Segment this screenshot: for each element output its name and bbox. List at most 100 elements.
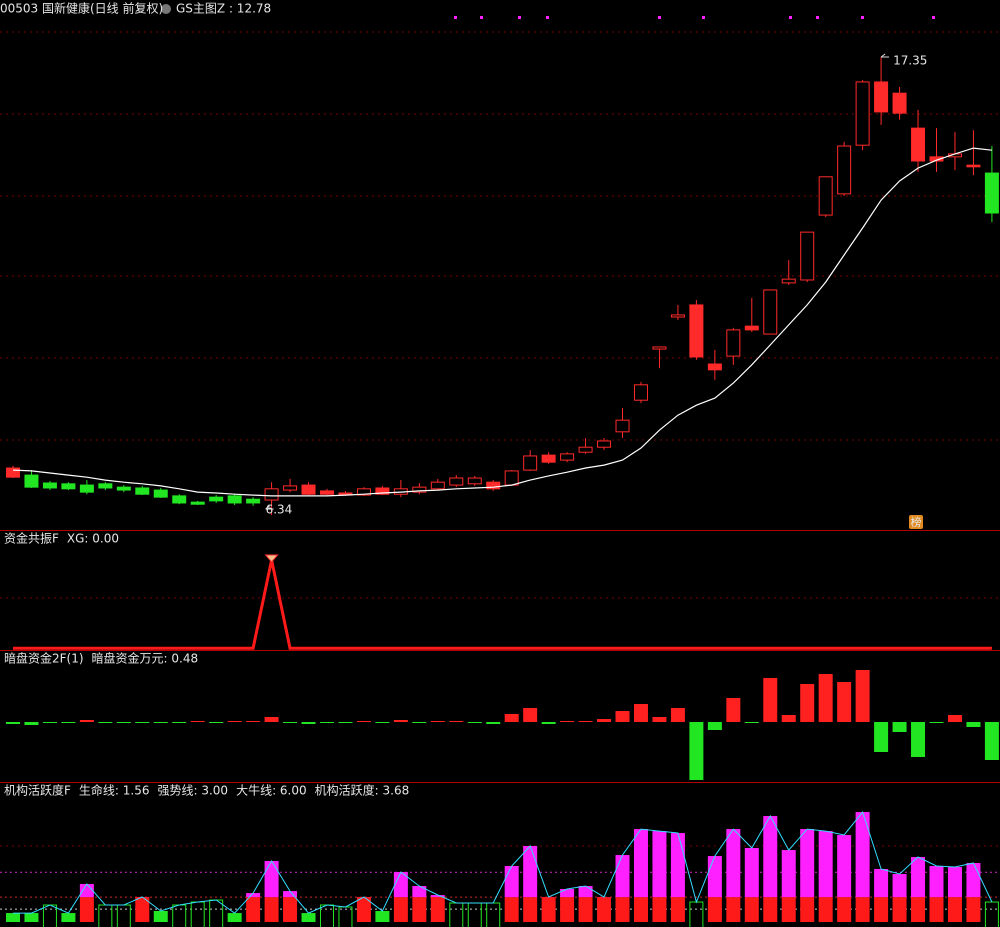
activity-bar-top <box>430 895 445 898</box>
activity-bar <box>578 897 593 923</box>
activity-bar-top <box>966 863 981 898</box>
bar <box>892 722 907 732</box>
candle-body <box>855 81 870 146</box>
signal-dot <box>518 16 521 19</box>
bar <box>670 708 685 722</box>
activity-bar <box>947 897 962 923</box>
candle-body <box>597 440 612 448</box>
bar <box>79 720 94 722</box>
candle-body <box>356 488 371 496</box>
candle-body <box>726 329 741 357</box>
candle-body <box>670 314 685 318</box>
activity-bar-top <box>911 857 926 898</box>
activity-bar <box>652 897 667 923</box>
bar <box>98 722 113 723</box>
bar <box>911 722 926 757</box>
candle-body <box>523 455 538 471</box>
bar <box>874 722 889 752</box>
signal-dot <box>480 16 483 19</box>
low-label: 6.34 <box>266 503 293 517</box>
ma-line <box>12 147 992 497</box>
bar <box>726 698 741 722</box>
activity-bar <box>172 904 187 927</box>
activity-bar-top <box>800 829 815 898</box>
signal-dot <box>454 16 457 19</box>
legend-entry: 大牛线: 6.00 <box>236 783 307 798</box>
signal-dot <box>546 16 549 19</box>
bar <box>356 721 371 722</box>
activity-bar-top <box>818 831 833 898</box>
layout <box>0 4 1000 847</box>
candle-body <box>301 484 316 495</box>
chart-title: 00503 国新健康(日线 前复权) <box>0 1 163 16</box>
bar <box>763 678 778 722</box>
bar <box>929 722 944 723</box>
activity-bar-top <box>837 835 852 898</box>
candle-body <box>615 419 630 433</box>
candle-body <box>911 127 926 162</box>
signal-marker <box>264 554 279 563</box>
indicator-icon[interactable] <box>161 4 171 14</box>
candle-body <box>172 495 187 504</box>
activity-bar <box>966 897 981 923</box>
candle-body <box>486 481 501 490</box>
candle-body <box>984 172 999 214</box>
activity-bar-top <box>393 872 408 898</box>
activity-bar <box>874 897 889 923</box>
activity-bar <box>855 897 870 923</box>
annotation-arrow <box>265 505 274 510</box>
activity-bar-top <box>670 833 685 898</box>
bar <box>652 717 667 722</box>
bar <box>412 722 427 723</box>
bar <box>61 722 76 723</box>
bar <box>486 722 501 724</box>
bar <box>430 721 445 722</box>
activity-bar-top <box>560 888 575 898</box>
activity-bar <box>42 904 57 927</box>
signal-dot <box>816 16 819 19</box>
candle-body <box>375 487 390 495</box>
bar <box>781 715 796 722</box>
activity-bar <box>689 901 704 927</box>
signal-dot <box>702 16 705 19</box>
activity-bar-top <box>707 856 722 898</box>
bar <box>744 722 759 723</box>
bar <box>190 721 205 722</box>
bar <box>578 721 593 722</box>
bar <box>264 717 279 722</box>
activity-bar <box>633 897 648 923</box>
bar <box>818 674 833 722</box>
activity-bar <box>393 897 408 923</box>
activity-bar-top <box>412 885 427 898</box>
candle-body <box>966 164 981 168</box>
candle-body <box>467 477 482 485</box>
activity-bar <box>283 897 298 923</box>
bar <box>301 722 316 724</box>
activity-bar <box>707 897 722 923</box>
candle-body <box>929 156 944 162</box>
activity-bar <box>153 910 168 923</box>
activity-bar <box>837 897 852 923</box>
candle-body <box>42 482 57 489</box>
bar <box>541 722 556 724</box>
legend-entry: 强势线: 3.00 <box>157 784 228 798</box>
activity-bar <box>929 897 944 923</box>
legend-entry: 暗盘资金万元: 0.48 <box>92 651 199 666</box>
candle-body <box>837 145 852 195</box>
candle-body <box>874 81 889 113</box>
candle-body <box>135 487 150 495</box>
bar <box>172 722 187 723</box>
signal-line <box>13 559 992 650</box>
bar <box>319 722 334 723</box>
activity-bar-top <box>855 812 870 898</box>
legend-entry: 生命线: 1.56 <box>79 783 150 798</box>
activity-bar <box>356 897 371 923</box>
bar <box>375 722 390 723</box>
activity-bar <box>449 902 464 927</box>
candle-body <box>504 470 519 486</box>
legend-entry: GS主图Z : 12.78 <box>176 2 271 16</box>
bar <box>633 704 648 722</box>
candle-body <box>319 490 334 495</box>
